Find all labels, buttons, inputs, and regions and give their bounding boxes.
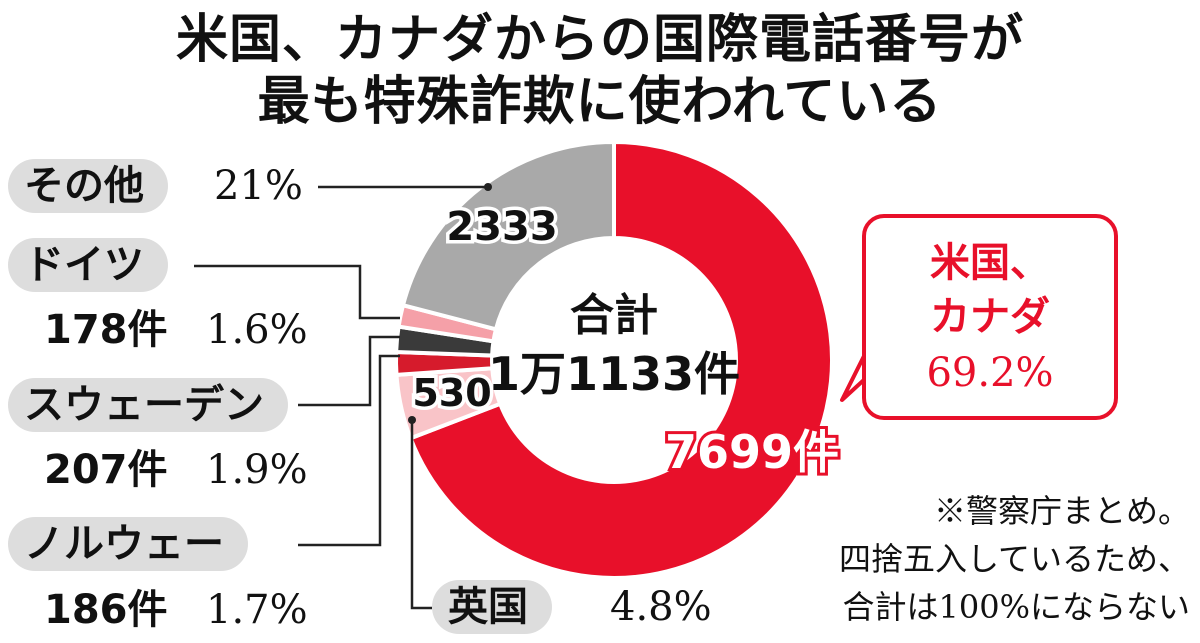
callout-us-canada: 米国、 カナダ 69.2% bbox=[862, 214, 1118, 420]
leader-norway bbox=[298, 354, 400, 547]
label-sweden-count: 207件 bbox=[44, 447, 168, 493]
donut-slice-us-canada bbox=[407, 139, 834, 580]
slice-label-us-canada-count: 7699件 bbox=[665, 425, 839, 479]
donut-slice-other bbox=[400, 139, 616, 332]
leader-dot-uk bbox=[408, 416, 416, 424]
callout-name-line1: 米国、 bbox=[930, 240, 1050, 286]
chart-title-line1: 米国、カナダからの国際電話番号が bbox=[175, 10, 1024, 70]
source-note-line1: ※警察庁まとめ。 bbox=[933, 492, 1190, 530]
label-norway-count: 186件 bbox=[44, 587, 168, 633]
leader-germany bbox=[194, 264, 400, 320]
label-uk-name: 英国 bbox=[432, 580, 552, 634]
label-other-pct: 21% bbox=[214, 163, 303, 209]
source-note-line2: 四捨五入しているため、 bbox=[838, 540, 1190, 578]
label-germany-pct: 1.6% bbox=[206, 307, 308, 353]
leader-sweden bbox=[298, 335, 400, 407]
chart-title-line2: 最も特殊詐欺に使われている bbox=[257, 72, 943, 132]
label-norway-name: ノルウェー bbox=[8, 517, 248, 571]
source-note-line3: 合計は100%にならない bbox=[842, 588, 1191, 626]
center-label-count: 1万1133件 bbox=[488, 347, 740, 401]
label-sweden-pct: 1.9% bbox=[206, 447, 308, 493]
leader-uk bbox=[410, 420, 432, 610]
label-norway-pct: 1.7% bbox=[206, 587, 308, 633]
label-germany-count: 178件 bbox=[44, 307, 168, 353]
donut-slices bbox=[394, 139, 834, 580]
slice-label-other-count: 2333 bbox=[446, 204, 557, 250]
label-sweden-name: スウェーデン bbox=[8, 378, 288, 432]
slice-label-uk-count: 530 bbox=[412, 371, 491, 415]
leader-lines bbox=[194, 183, 492, 610]
label-germany-name: ドイツ bbox=[8, 238, 168, 292]
callout-name-line2: カナダ bbox=[930, 294, 1050, 340]
leader-dot-other bbox=[484, 183, 492, 191]
callout-percent: 69.2% bbox=[926, 350, 1054, 396]
label-uk-pct: 4.8% bbox=[610, 584, 712, 630]
center-label-total: 合計 bbox=[570, 290, 658, 341]
label-other-name: その他 bbox=[8, 159, 168, 213]
